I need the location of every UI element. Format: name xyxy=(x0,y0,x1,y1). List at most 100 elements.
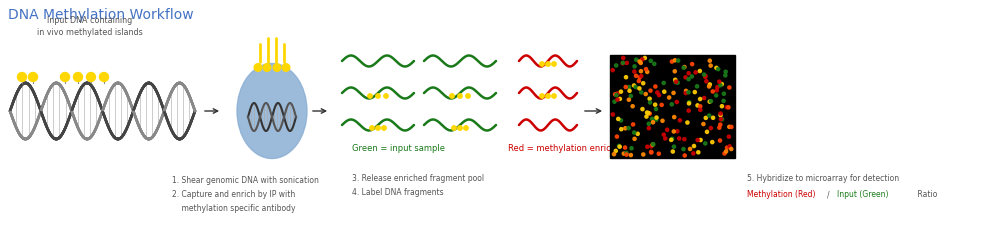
Circle shape xyxy=(728,145,731,148)
Circle shape xyxy=(723,74,727,77)
Circle shape xyxy=(716,68,719,71)
Circle shape xyxy=(619,90,622,93)
Circle shape xyxy=(709,83,712,86)
Circle shape xyxy=(618,97,621,101)
Circle shape xyxy=(627,98,630,101)
Circle shape xyxy=(727,86,731,89)
Circle shape xyxy=(727,135,730,138)
Circle shape xyxy=(702,122,705,126)
Text: 4. Label DNA fragments: 4. Label DNA fragments xyxy=(352,188,444,197)
Text: Red = methylation enriched sample: Red = methylation enriched sample xyxy=(508,144,660,153)
Circle shape xyxy=(650,145,653,148)
Circle shape xyxy=(633,65,636,68)
Circle shape xyxy=(671,150,675,153)
Circle shape xyxy=(629,154,632,157)
Circle shape xyxy=(640,58,644,61)
Circle shape xyxy=(715,94,717,97)
Circle shape xyxy=(704,142,707,145)
Circle shape xyxy=(639,69,642,73)
Circle shape xyxy=(672,145,676,148)
Circle shape xyxy=(648,101,652,104)
Circle shape xyxy=(450,94,454,98)
Circle shape xyxy=(654,107,658,111)
Circle shape xyxy=(634,86,637,89)
Circle shape xyxy=(616,92,619,95)
Circle shape xyxy=(624,86,627,89)
Circle shape xyxy=(625,151,628,155)
Circle shape xyxy=(638,87,641,90)
Circle shape xyxy=(661,119,664,122)
Circle shape xyxy=(673,115,676,119)
Circle shape xyxy=(613,93,616,96)
Circle shape xyxy=(649,89,652,92)
Circle shape xyxy=(664,137,667,140)
Circle shape xyxy=(710,64,713,67)
Circle shape xyxy=(696,139,700,142)
Circle shape xyxy=(715,66,718,69)
Circle shape xyxy=(696,104,699,107)
Circle shape xyxy=(703,73,706,76)
Circle shape xyxy=(663,90,666,93)
Circle shape xyxy=(649,59,652,62)
Text: Input (Green): Input (Green) xyxy=(837,190,889,199)
Circle shape xyxy=(376,94,381,98)
Circle shape xyxy=(73,72,82,81)
Circle shape xyxy=(650,117,654,121)
Circle shape xyxy=(722,99,725,103)
Circle shape xyxy=(666,128,669,131)
Text: 5. Hybridize to microarray for detection: 5. Hybridize to microarray for detection xyxy=(747,174,899,183)
Circle shape xyxy=(644,68,647,71)
Circle shape xyxy=(704,75,707,78)
Text: Ratio: Ratio xyxy=(915,190,937,199)
Text: methylation specific antibody: methylation specific antibody xyxy=(172,204,295,213)
Circle shape xyxy=(632,131,636,134)
Circle shape xyxy=(611,69,614,72)
Circle shape xyxy=(691,75,694,78)
Circle shape xyxy=(643,56,646,60)
Circle shape xyxy=(630,147,633,150)
Circle shape xyxy=(718,84,722,87)
Circle shape xyxy=(540,94,544,98)
Circle shape xyxy=(683,65,686,69)
Circle shape xyxy=(384,94,388,98)
Circle shape xyxy=(685,89,688,93)
Circle shape xyxy=(639,75,643,78)
Circle shape xyxy=(683,154,687,157)
Circle shape xyxy=(612,153,615,156)
Circle shape xyxy=(657,94,661,97)
Circle shape xyxy=(722,152,726,155)
Circle shape xyxy=(729,125,733,129)
Circle shape xyxy=(670,60,674,63)
Circle shape xyxy=(711,140,714,144)
Circle shape xyxy=(699,97,702,101)
Circle shape xyxy=(668,96,671,99)
Circle shape xyxy=(696,85,699,88)
Circle shape xyxy=(717,80,720,83)
Circle shape xyxy=(709,59,712,62)
Circle shape xyxy=(647,127,650,130)
Circle shape xyxy=(625,61,628,64)
Circle shape xyxy=(651,121,655,124)
Circle shape xyxy=(662,81,665,85)
Circle shape xyxy=(676,130,679,133)
Circle shape xyxy=(692,152,695,155)
Circle shape xyxy=(86,72,95,81)
Circle shape xyxy=(687,91,690,94)
Circle shape xyxy=(693,90,697,94)
Circle shape xyxy=(684,92,688,95)
Circle shape xyxy=(684,76,687,79)
Circle shape xyxy=(683,138,686,141)
Circle shape xyxy=(274,64,280,71)
Circle shape xyxy=(621,56,625,60)
Circle shape xyxy=(376,126,381,130)
Circle shape xyxy=(648,112,651,115)
Text: 3. Release enriched fragment pool: 3. Release enriched fragment pool xyxy=(352,174,485,183)
Circle shape xyxy=(615,135,618,138)
Circle shape xyxy=(264,64,271,71)
Circle shape xyxy=(691,62,694,66)
Circle shape xyxy=(637,79,640,83)
Circle shape xyxy=(688,101,691,104)
Circle shape xyxy=(712,116,715,119)
Circle shape xyxy=(634,58,638,61)
Circle shape xyxy=(720,118,723,121)
